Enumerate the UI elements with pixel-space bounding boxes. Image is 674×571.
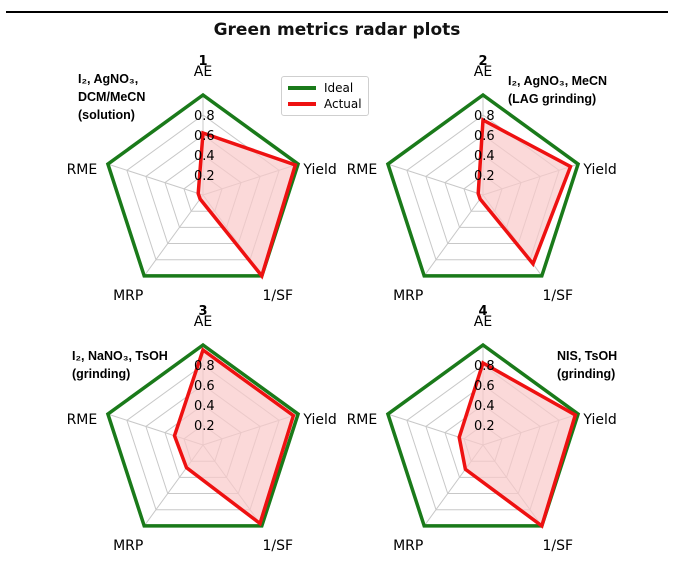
panel-1-condition: I₂, AgNO₃, DCM/MeCN (solution) <box>78 70 145 124</box>
radial-tick-label: 0.8 <box>474 109 495 124</box>
radial-tick-label: 0.2 <box>194 419 215 434</box>
ideal-series-line <box>105 92 301 278</box>
panel-3-condition: I₂, NaNO₃, TsOH (grinding) <box>72 347 168 383</box>
ideal-series-line <box>385 342 581 528</box>
axis-label-mrp: MRP <box>113 288 143 304</box>
actual-series-line <box>172 347 296 527</box>
axis-label-rme: RME <box>67 162 98 178</box>
condition-line: NIS, TsOH <box>557 349 618 363</box>
axis-label-yield: Yield <box>302 412 336 428</box>
radial-tick-label: 0.8 <box>474 359 495 374</box>
actual-series-line <box>457 360 578 529</box>
panel-2-condition: I₂, AgNO₃, MeCN (LAG grinding) <box>508 72 607 108</box>
radar-panel-4: 0.2 0.4 0.6 0.8 AE Yield 1/SF MRP RME 4 <box>347 304 617 554</box>
axis-label-rme: RME <box>347 412 378 428</box>
radial-tick-label: 0.6 <box>194 129 215 144</box>
panel-number: 4 <box>478 304 487 319</box>
actual-series-line <box>476 117 573 268</box>
axis-label-ae: AE <box>474 314 492 330</box>
ideal-series-line <box>385 92 581 278</box>
actual-series-line <box>196 130 298 280</box>
radar-panel-1: 0.2 0.4 0.6 0.8 AE Yield 1/SF MRP RME 1 <box>67 54 337 304</box>
radial-tick-label: 0.6 <box>474 379 495 394</box>
figure-title: Green metrics radar plots <box>213 20 461 40</box>
radar-panel-3: 0.2 0.4 0.6 0.8 AE Yield 1/SF MRP RME 3 <box>67 304 337 554</box>
condition-line: (solution) <box>78 108 135 122</box>
radial-tick-label: 0.6 <box>474 129 495 144</box>
condition-line: DCM/MeCN <box>78 90 146 104</box>
axis-label-mrp: MRP <box>393 538 423 554</box>
axis-label-rme: RME <box>67 412 98 428</box>
radial-tick-label: 0.4 <box>474 399 495 414</box>
radial-tick-label: 0.4 <box>194 149 215 164</box>
condition-line: I₂, AgNO₃, <box>78 72 139 86</box>
legend-swatch-ideal <box>288 86 316 90</box>
radial-tick-label: 0.8 <box>194 109 215 124</box>
legend: Ideal Actual <box>281 76 369 116</box>
axis-label-mrp: MRP <box>393 288 423 304</box>
condition-line: (grinding) <box>72 367 131 381</box>
legend-swatch-actual <box>288 102 316 106</box>
legend-item-ideal: Ideal <box>288 80 353 96</box>
panel-number: 2 <box>478 54 487 69</box>
radial-tick-label: 0.2 <box>194 169 215 184</box>
axis-label-ae: AE <box>474 64 492 80</box>
radial-tick-label: 0.6 <box>194 379 215 394</box>
axis-label-yield: Yield <box>582 412 616 428</box>
grid-spoke <box>387 163 484 196</box>
axis-label-ae: AE <box>194 64 212 80</box>
axis-label-ae: AE <box>194 314 212 330</box>
axis-label-1sf: 1/SF <box>263 538 294 554</box>
axis-label-yield: Yield <box>302 162 336 178</box>
panel-number: 3 <box>198 304 207 319</box>
radial-tick-label: 0.4 <box>474 149 495 164</box>
axis-label-1sf: 1/SF <box>543 288 574 304</box>
panel-4-condition: NIS, TsOH (grinding) <box>557 347 617 383</box>
axis-label-1sf: 1/SF <box>263 288 294 304</box>
axis-label-rme: RME <box>347 162 378 178</box>
radial-tick-label: 0.4 <box>194 399 215 414</box>
legend-item-actual: Actual <box>288 96 362 112</box>
condition-line: I₂, NaNO₃, TsOH <box>72 349 168 363</box>
legend-label-actual: Actual <box>324 97 362 111</box>
top-rule <box>6 11 668 13</box>
grid-spoke <box>107 163 204 196</box>
radial-tick-label: 0.2 <box>474 169 495 184</box>
legend-label-ideal: Ideal <box>324 81 354 95</box>
axis-label-mrp: MRP <box>113 538 143 554</box>
radial-tick-label: 0.8 <box>194 359 215 374</box>
grid-spoke <box>423 194 484 277</box>
radar-panel-2: 0.2 0.4 0.6 0.8 AE Yield 1/SF MRP RME 2 <box>347 54 617 304</box>
panel-number: 1 <box>198 54 207 69</box>
radial-tick-label: 0.2 <box>474 419 495 434</box>
condition-line: (grinding) <box>557 367 616 381</box>
axis-label-1sf: 1/SF <box>543 538 574 554</box>
condition-line: (LAG grinding) <box>508 92 597 106</box>
ideal-series-line <box>105 342 301 528</box>
condition-line: I₂, AgNO₃, MeCN <box>508 74 608 88</box>
axis-label-yield: Yield <box>582 162 616 178</box>
grid-spoke <box>143 194 204 277</box>
